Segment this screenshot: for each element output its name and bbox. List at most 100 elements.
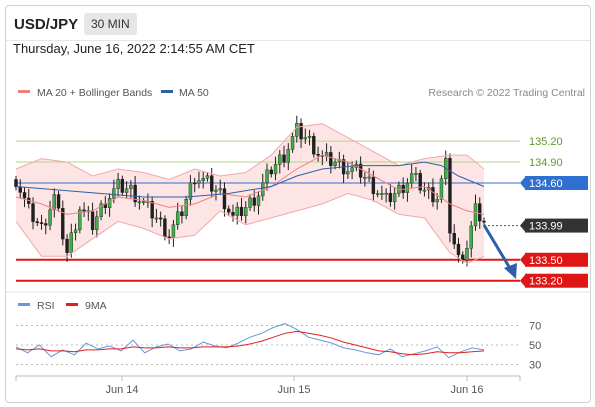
candle <box>188 175 193 206</box>
candle-body <box>367 176 371 179</box>
price-level-labels: 135.20 134.90 134.60 133.50 133.20 133.99 <box>484 136 588 288</box>
candle-body <box>350 167 354 172</box>
candle <box>137 195 142 210</box>
candle-body <box>273 164 278 175</box>
candle-body <box>375 193 380 195</box>
candle <box>116 172 120 197</box>
candle-body <box>405 182 410 193</box>
candle <box>299 118 303 149</box>
legend-label-rsi: RSI <box>37 300 55 312</box>
candle <box>256 191 261 215</box>
forecast-arrow <box>482 224 517 279</box>
timeframe-badge[interactable]: 30 MIN <box>84 13 137 35</box>
candle <box>269 166 273 178</box>
candle-body <box>18 186 22 193</box>
candle-body <box>422 189 427 192</box>
candle <box>35 218 39 227</box>
candle-body <box>205 175 210 179</box>
ma20-line <box>15 154 485 215</box>
symbol-title: USD/JPY <box>14 16 79 33</box>
candle <box>201 171 205 189</box>
legend-label-ma50: MA 50 <box>179 87 209 99</box>
candle <box>448 153 452 243</box>
candle-body <box>299 123 303 140</box>
candle-body <box>252 197 256 206</box>
main-legend: MA 20 + Bollinger Bands MA 50 Research ©… <box>18 87 585 99</box>
candle-body <box>248 197 252 208</box>
candle-body <box>346 171 350 175</box>
candle <box>367 167 371 183</box>
candle <box>358 156 363 184</box>
candle-body <box>65 238 69 253</box>
candle <box>295 115 299 143</box>
candle <box>392 187 397 210</box>
candle <box>482 217 486 225</box>
candle-body <box>392 193 397 203</box>
level-badge-text-133.50: 133.50 <box>529 255 563 267</box>
candle <box>154 208 159 224</box>
candle <box>180 205 184 224</box>
candle-body <box>384 192 388 195</box>
last-price-pointer <box>520 218 526 233</box>
candle <box>286 143 290 171</box>
candle <box>227 205 231 216</box>
rsi-series-9MA <box>15 330 485 356</box>
candle-body <box>307 136 312 138</box>
last-price-text: 133.99 <box>529 221 563 233</box>
candle <box>282 145 286 168</box>
candle <box>273 156 278 181</box>
candle <box>129 180 133 198</box>
candle-body <box>116 178 120 189</box>
candle-body <box>435 199 439 203</box>
candle-body <box>39 222 44 224</box>
candle <box>244 201 248 224</box>
candle-body <box>48 209 52 226</box>
candle <box>465 240 469 267</box>
candle-body <box>380 193 384 195</box>
last-price-badge <box>525 218 588 233</box>
candle-body <box>316 154 320 156</box>
candle <box>150 196 154 228</box>
ma50-line <box>15 161 485 198</box>
candle-body <box>90 211 95 230</box>
candle <box>290 132 295 153</box>
candle <box>120 175 125 197</box>
candle-body <box>133 184 137 203</box>
candle-body <box>56 194 61 209</box>
candle-body <box>239 206 244 217</box>
candle <box>184 195 188 220</box>
legend-swatch-rsi <box>18 303 30 306</box>
level-badge-133.20 <box>525 273 588 288</box>
candle-body <box>163 218 167 238</box>
candle <box>231 204 235 222</box>
candle-body <box>129 184 133 190</box>
candle <box>82 202 86 218</box>
candle <box>316 146 320 162</box>
candle-body <box>409 173 414 184</box>
candle-body <box>52 194 56 211</box>
x-tick-label: Jun 15 <box>277 384 310 396</box>
candle-body <box>158 217 163 220</box>
rsi-tick-50: 50 <box>529 340 541 352</box>
candle <box>90 202 95 235</box>
candle-body <box>73 229 78 233</box>
level-badge-text-134.60: 134.60 <box>529 178 563 190</box>
candle-body <box>154 217 159 220</box>
candle-body <box>137 201 142 204</box>
rsi-panel: 70 50 30 <box>15 321 541 372</box>
candle-body <box>222 188 227 210</box>
rsi-series-RSI <box>15 323 485 359</box>
candle <box>214 185 218 201</box>
candle <box>329 146 333 174</box>
candle-body <box>448 158 452 234</box>
forecast-arrow-head <box>504 263 517 279</box>
bollinger-bands <box>16 123 484 264</box>
candle-body <box>35 221 39 224</box>
level-badge-134.60 <box>525 176 588 190</box>
candle <box>31 197 35 230</box>
candle <box>380 185 384 200</box>
candle-body <box>482 220 486 223</box>
candle <box>56 191 61 212</box>
candle <box>405 178 410 202</box>
